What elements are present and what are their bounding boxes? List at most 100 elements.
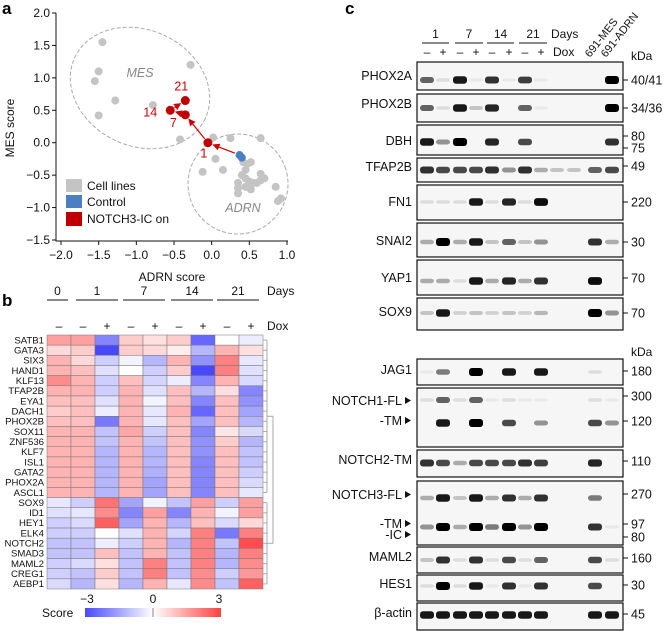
heatmap-cell <box>118 405 144 417</box>
blot-band <box>453 524 467 530</box>
blot-band <box>588 398 602 402</box>
heatmap-cell <box>94 476 120 488</box>
dox-sign: + <box>199 319 206 333</box>
blot-band <box>502 311 516 315</box>
kda-value: 160 <box>631 552 652 566</box>
blot-label: -TM <box>380 414 402 428</box>
heatmap-cell <box>94 537 120 549</box>
blot-band <box>502 368 516 376</box>
heatmap-cell <box>142 568 168 580</box>
blot-band <box>436 459 450 467</box>
dox-sign: + <box>537 45 544 59</box>
notch3-ic-point <box>203 138 213 148</box>
heatmap-cell <box>190 385 216 397</box>
blot-band <box>453 558 467 562</box>
heatmap-cell <box>94 507 120 519</box>
blot-band <box>469 368 483 376</box>
legend-swatch-notch3 <box>66 212 82 226</box>
heatmap-cell <box>70 456 96 468</box>
blot-band <box>502 239 516 245</box>
arrow-marker-icon <box>405 491 411 498</box>
blot-band <box>485 524 499 530</box>
blot-band <box>420 370 434 374</box>
heatmap-cell <box>166 426 192 437</box>
heatmap-cell <box>142 436 168 448</box>
heatmap-cell <box>166 476 192 488</box>
heatmap-cell <box>190 568 216 580</box>
blot-band <box>518 398 532 402</box>
blot-band <box>588 495 602 501</box>
cell-line-point <box>234 189 243 198</box>
blot-band <box>436 494 450 502</box>
heatmap-cell <box>142 456 168 468</box>
blot-band <box>436 78 450 82</box>
heatmap-cell <box>94 548 120 559</box>
heatmap-days-label: Days <box>267 284 294 298</box>
blot-band <box>420 611 434 619</box>
blot-band <box>453 200 467 204</box>
gene-label: AEBP1 <box>13 579 44 590</box>
blot-label: β-actin <box>374 606 412 620</box>
heatmap-cell <box>142 405 168 417</box>
blot-band <box>436 611 450 619</box>
heatmap-cell <box>46 487 72 498</box>
heatmap-cell <box>190 365 216 376</box>
heatmap-cell <box>142 476 168 488</box>
heatmap-cell <box>118 568 144 580</box>
heatmap-cell <box>238 568 264 580</box>
heatmap-cell <box>46 395 72 407</box>
kda-value: 49 <box>631 160 645 174</box>
heatmap-cell <box>94 436 120 448</box>
heatmap-cell <box>214 436 240 448</box>
kda-value: 97 <box>631 518 645 532</box>
legend-notch3: NOTCH3-IC on <box>87 212 169 226</box>
cell-line-point <box>98 38 107 47</box>
cell-line-point <box>209 133 218 142</box>
mes-cluster-label: MES <box>126 66 154 80</box>
heatmap-cell <box>238 365 264 376</box>
blot-band <box>469 311 483 315</box>
blot-frame <box>416 61 624 91</box>
blot-band <box>605 138 619 146</box>
dox-sign: – <box>176 319 183 333</box>
heatmap-cell <box>46 426 72 437</box>
blot-band <box>534 523 548 531</box>
blot-band <box>436 419 450 427</box>
heatmap-cell <box>238 426 264 437</box>
heatmap-cell <box>118 527 144 539</box>
blot-band <box>420 584 434 588</box>
arrow-marker-icon <box>405 397 411 404</box>
heatmap-cell <box>166 568 192 580</box>
blot-band <box>453 239 467 245</box>
kda-label-top: kDa <box>631 49 653 63</box>
heatmap-cell <box>166 527 192 539</box>
blot-label: NOTCH1-FL <box>332 394 402 408</box>
blot-band <box>436 523 450 531</box>
heatmap-cell <box>118 436 144 448</box>
blot-band <box>436 397 450 403</box>
heatmap-cell <box>214 395 240 407</box>
blot-band <box>485 278 499 284</box>
cell-line-point <box>94 67 103 76</box>
blot-band <box>518 311 532 315</box>
blot-band <box>502 167 516 173</box>
dox-sign: – <box>424 45 431 59</box>
blot-band <box>605 76 619 84</box>
heatmap-cell <box>46 416 72 427</box>
blot-label: TFAP2B <box>365 160 412 174</box>
gene-label: ISL1 <box>24 457 44 468</box>
heatmap-cell <box>70 375 96 387</box>
heatmap-cell <box>214 548 240 559</box>
cell-line-point <box>271 182 280 191</box>
heatmap-cell <box>118 548 144 559</box>
y-tick-label: −1.0 <box>26 201 50 215</box>
blot-band <box>469 238 483 246</box>
blot-frame <box>416 480 624 546</box>
gene-label: KLF13 <box>16 376 44 387</box>
legend-cell-lines: Cell lines <box>87 179 136 193</box>
blot-band <box>518 495 532 501</box>
blot-band <box>502 523 516 531</box>
blot-band <box>469 494 483 502</box>
blot-band <box>502 582 516 590</box>
blot-band <box>485 459 499 467</box>
